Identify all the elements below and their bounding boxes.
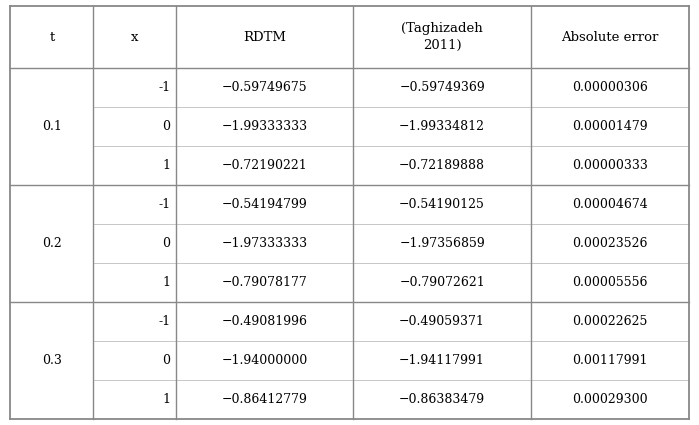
Text: −1.97333333: −1.97333333 [222,237,308,250]
Text: 0.00004674: 0.00004674 [572,198,647,211]
Text: −0.86412779: −0.86412779 [222,393,308,405]
Text: −1.99334812: −1.99334812 [399,120,485,133]
Text: −1.97356859: −1.97356859 [399,237,485,250]
Text: 0.00023526: 0.00023526 [572,237,647,250]
Text: x: x [131,31,138,44]
Text: 0.1: 0.1 [42,120,62,133]
Text: 1: 1 [162,393,171,405]
Text: -1: -1 [159,198,171,211]
Text: −0.49081996: −0.49081996 [222,315,308,328]
Text: −0.59749369: −0.59749369 [399,81,485,94]
Text: 0.00029300: 0.00029300 [572,393,647,405]
Text: −0.86383479: −0.86383479 [399,393,485,405]
Text: −1.94000000: −1.94000000 [222,354,308,367]
Text: 0: 0 [162,120,171,133]
Text: −0.59749675: −0.59749675 [222,81,308,94]
Text: 0.00000306: 0.00000306 [572,81,647,94]
Text: 0: 0 [162,354,171,367]
Text: −1.99333333: −1.99333333 [222,120,308,133]
Text: RDTM: RDTM [243,31,287,44]
Text: 0.00000333: 0.00000333 [572,159,647,172]
Text: 1: 1 [162,159,171,172]
Text: 0.00022625: 0.00022625 [572,315,647,328]
Text: 0: 0 [162,237,171,250]
Text: (Taghizadeh
2011): (Taghizadeh 2011) [401,22,483,52]
Text: −0.54190125: −0.54190125 [399,198,485,211]
Text: −0.79072621: −0.79072621 [399,276,485,289]
Text: -1: -1 [159,315,171,328]
Text: 0.00001479: 0.00001479 [572,120,647,133]
Text: 0.00117991: 0.00117991 [572,354,647,367]
Text: 0.3: 0.3 [42,354,62,367]
Text: 1: 1 [162,276,171,289]
Text: −1.94117991: −1.94117991 [399,354,485,367]
Text: −0.49059371: −0.49059371 [399,315,485,328]
Text: −0.54194799: −0.54194799 [222,198,308,211]
Text: -1: -1 [159,81,171,94]
Text: Absolute error: Absolute error [561,31,658,44]
Text: −0.79078177: −0.79078177 [222,276,308,289]
Text: 0.00005556: 0.00005556 [572,276,647,289]
Text: 0.2: 0.2 [42,237,62,250]
Text: −0.72189888: −0.72189888 [399,159,485,172]
Text: −0.72190221: −0.72190221 [222,159,308,172]
Text: t: t [49,31,55,44]
